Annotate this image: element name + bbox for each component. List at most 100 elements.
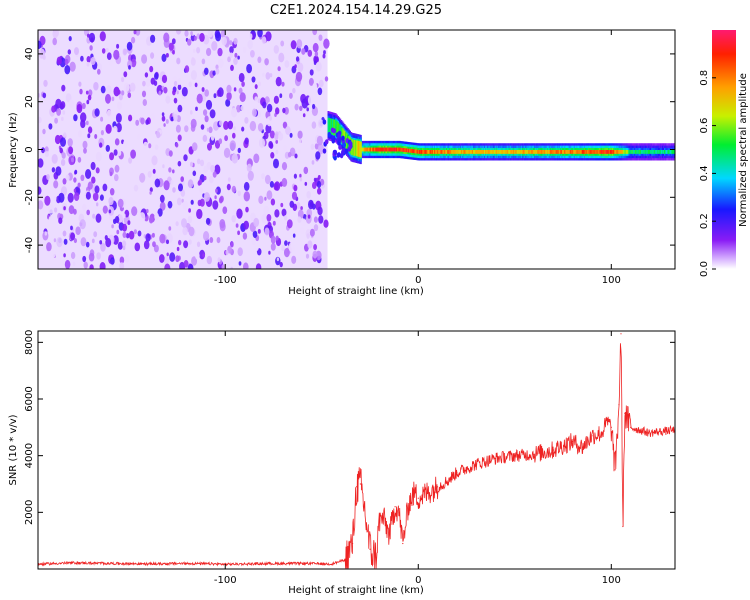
noise-blob (180, 189, 186, 197)
colorbar-tick-label: 0.8 (699, 70, 710, 86)
noise-blob (119, 262, 125, 269)
signal-band-cell (455, 150, 458, 154)
noise-blob (269, 142, 274, 149)
noise-blob (275, 235, 279, 241)
noise-blob (317, 206, 323, 216)
noise-blob (323, 38, 330, 49)
noise-blob (114, 174, 119, 182)
noise-blob (48, 123, 53, 130)
noise-blob (284, 60, 290, 68)
noise-blob (93, 231, 98, 238)
noise-blob (176, 90, 179, 95)
noise-blob (94, 134, 98, 139)
noise-blob (56, 56, 62, 65)
onset-blob (327, 131, 332, 138)
signal-band-cell (670, 150, 673, 154)
noise-blob (294, 153, 298, 159)
noise-blob (190, 31, 193, 36)
noise-blob (296, 202, 301, 210)
noise-blob (150, 34, 156, 43)
noise-blob (133, 229, 137, 235)
noise-blob (60, 101, 66, 109)
noise-blob (83, 147, 87, 154)
noise-blob (105, 123, 112, 134)
signal-band-cell (456, 150, 459, 154)
signal-band-cell (430, 150, 433, 154)
signal-band-cell (475, 150, 477, 154)
noise-blob (111, 96, 115, 102)
signal-band-cell (553, 150, 556, 154)
top-x-tick-label: 0 (415, 275, 421, 286)
signal-band-cell (610, 150, 613, 154)
noise-blob (172, 50, 175, 55)
noise-blob (86, 209, 90, 216)
signal-band-cell (599, 150, 601, 154)
snr-point (601, 432, 603, 434)
noise-blob (184, 65, 190, 73)
noise-blob (38, 116, 42, 124)
signal-band-cell (387, 147, 389, 152)
onset-blob (331, 138, 336, 144)
signal-band-cell (425, 150, 427, 154)
noise-blob (43, 79, 48, 87)
noise-blob (307, 240, 313, 249)
noise-blob (91, 176, 96, 184)
noise-blob (296, 39, 303, 49)
signal-band-cell (671, 150, 674, 154)
signal-band-cell (392, 147, 395, 152)
noise-blob (68, 205, 75, 215)
signal-band-cell (532, 150, 535, 154)
noise-blob (170, 116, 174, 122)
snr-point (446, 480, 448, 482)
signal-band-cell (337, 122, 339, 139)
snr-point (263, 563, 265, 565)
noise-blob (73, 114, 78, 122)
noise-blob (221, 36, 227, 46)
noise-blob (73, 208, 77, 215)
signal-band-cell (589, 150, 591, 154)
noise-blob (144, 72, 149, 78)
noise-blob (38, 200, 44, 210)
noise-blob (154, 178, 161, 188)
signal-band-cell (413, 149, 415, 154)
noise-blob (64, 65, 71, 75)
noise-blob (159, 254, 165, 263)
top-y-axis: -40 -20 0 20 40 (24, 48, 675, 253)
noise-blob (77, 182, 81, 188)
noise-blob (171, 38, 176, 45)
noise-blob (282, 121, 288, 129)
noise-blob (257, 56, 262, 64)
noise-blob (236, 104, 241, 113)
signal-band-cell (656, 150, 659, 154)
noise-blob (251, 76, 256, 83)
signal-band-cell (542, 150, 545, 154)
signal-band-cell (378, 147, 381, 152)
noise-blob (317, 175, 321, 180)
bottom-plot-frame (37, 330, 676, 570)
noise-blob (270, 152, 275, 159)
signal-band-cell (498, 150, 500, 154)
noise-blob (70, 251, 76, 260)
onset-blob (330, 127, 335, 133)
signal-band-cell (616, 150, 619, 154)
noise-blob (253, 217, 260, 227)
noise-blob (264, 227, 270, 236)
noise-blob (105, 47, 109, 53)
noise-blob (207, 142, 212, 151)
noise-blob (190, 110, 193, 115)
colorbar: 0.0 0.2 0.4 0.6 0.8 Normalized spectral ampl… (699, 30, 749, 277)
snr-point (352, 542, 354, 545)
signal-band-cell (624, 150, 626, 154)
noise-blob (42, 128, 46, 135)
noise-blob (210, 135, 215, 141)
noise-blob (63, 206, 66, 211)
noise-blob (227, 56, 231, 63)
noise-blob (251, 108, 257, 117)
noise-blob (191, 142, 198, 152)
snr-point (618, 404, 620, 406)
signal-band-cell (564, 150, 566, 154)
signal-band-cell (336, 121, 338, 138)
noise-blob (82, 203, 87, 211)
noise-blob (258, 138, 266, 148)
noise-blob (114, 138, 120, 146)
